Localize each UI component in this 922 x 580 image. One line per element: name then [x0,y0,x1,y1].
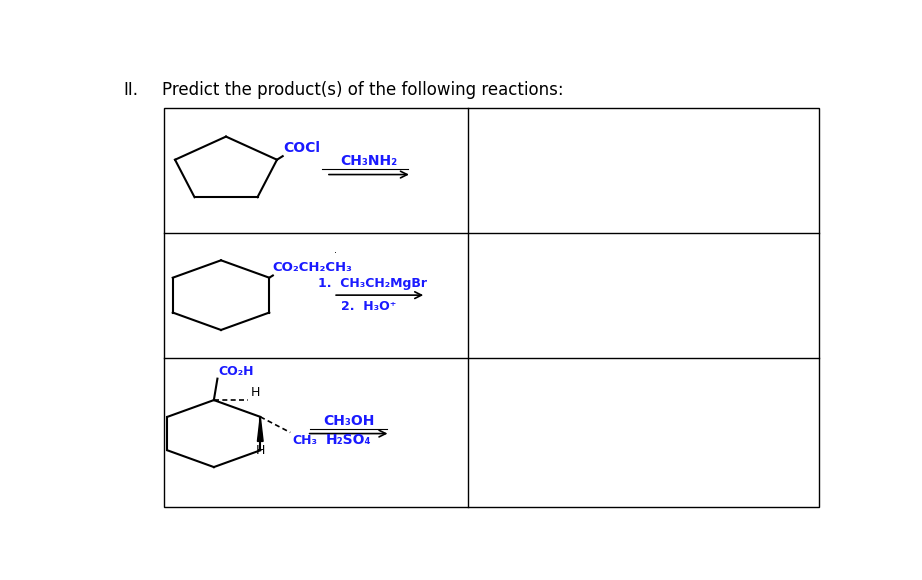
Text: H: H [250,386,260,399]
Text: ·: · [334,248,337,259]
Bar [164,107,819,508]
Text: 1.  CH₃CH₂MgBr: 1. CH₃CH₂MgBr [318,277,427,290]
Text: CO₂CH₂CH₃: CO₂CH₂CH₃ [273,261,353,274]
Text: II.: II. [124,81,139,99]
Text: 2.  H₃O⁺: 2. H₃O⁺ [341,300,396,313]
Text: CH₃: CH₃ [292,434,317,447]
Text: CO₂H: CO₂H [219,365,254,378]
Text: Predict the product(s) of the following reactions:: Predict the product(s) of the following … [161,81,563,99]
Polygon shape [257,417,263,441]
Text: H: H [255,444,265,457]
Text: COCl: COCl [283,142,321,155]
Text: H₂SO₄: H₂SO₄ [325,433,372,447]
Text: CH₃OH: CH₃OH [323,414,374,428]
Text: CH₃NH₂: CH₃NH₂ [340,154,397,168]
